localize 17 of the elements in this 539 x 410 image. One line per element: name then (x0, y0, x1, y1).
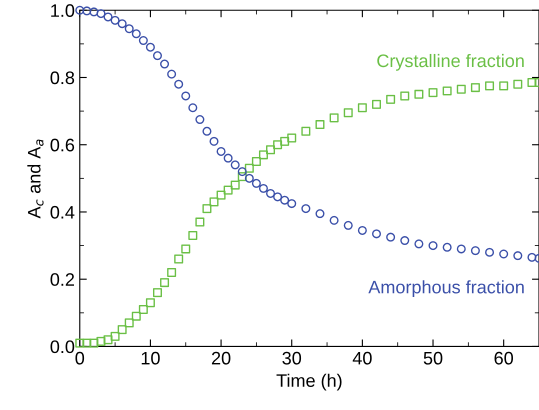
x-tick-label: 50 (424, 352, 442, 365)
y-tick-label: 0.4 (50, 206, 74, 219)
y-axis-title: A$_{c}$ and A$_{a}$ (27, 140, 44, 218)
x-tick-label: 40 (352, 352, 372, 365)
y-tick-label: 0.2 (50, 273, 74, 286)
series-label: Crystalline fraction (377, 54, 524, 71)
x-tick-label: 30 (282, 352, 302, 365)
x-tick-label: 20 (212, 352, 230, 365)
x-axis-title: Time (h) (276, 374, 342, 391)
x-tick-label: 0 (75, 352, 84, 365)
x-tick-label: 60 (494, 352, 514, 365)
x-tick-label: 10 (142, 352, 160, 365)
y-tick-label: 0.8 (50, 71, 74, 84)
y-tick-label: 0.6 (50, 138, 74, 152)
y-tick-label: 1.0 (51, 4, 74, 17)
y-tick-label: 0.0 (50, 340, 74, 354)
series-label: Amorphous fraction (368, 280, 524, 298)
